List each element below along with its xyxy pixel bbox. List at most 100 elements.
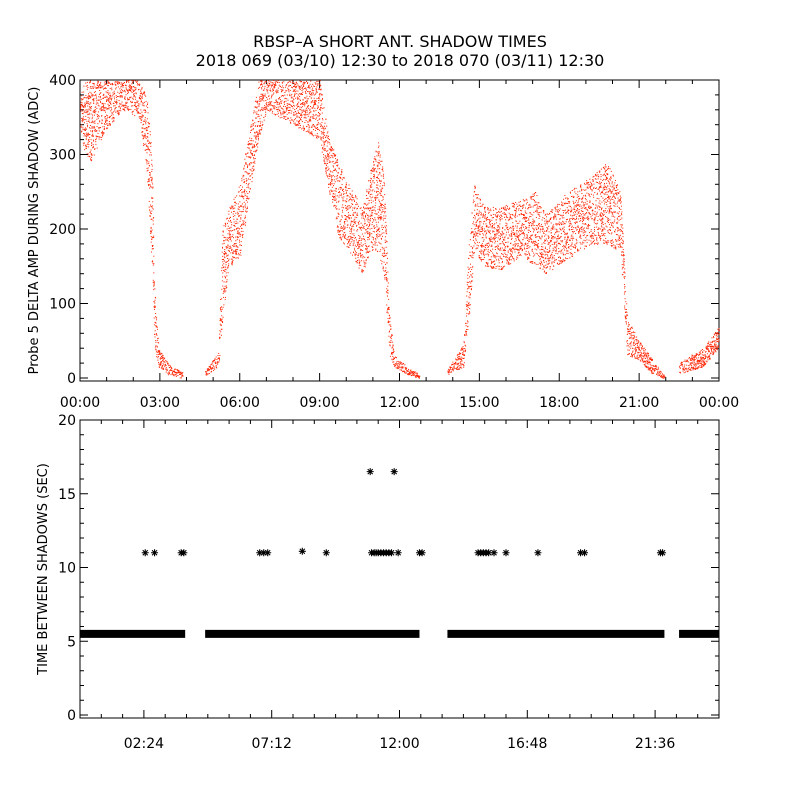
top-data-point — [378, 235, 380, 237]
top-data-point — [408, 372, 410, 374]
top-data-point — [266, 109, 268, 111]
top-data-point — [344, 218, 346, 220]
top-data-point — [274, 86, 276, 88]
top-data-point — [362, 235, 364, 237]
top-data-point — [494, 248, 496, 250]
top-data-point — [470, 231, 472, 233]
top-data-point — [305, 97, 307, 99]
top-data-point — [386, 280, 388, 282]
top-data-point — [288, 85, 290, 87]
top-data-point — [355, 239, 357, 241]
top-data-point — [383, 183, 385, 185]
top-data-point — [232, 215, 234, 217]
top-data-point — [244, 190, 246, 192]
top-data-point — [322, 132, 324, 134]
top-data-point — [476, 241, 478, 243]
top-data-point — [372, 205, 374, 207]
top-data-point — [370, 241, 372, 243]
top-data-point — [241, 211, 243, 213]
top-data-point — [249, 140, 251, 142]
top-data-point — [221, 318, 223, 320]
top-data-point — [401, 362, 403, 364]
top-data-point — [495, 265, 497, 267]
top-data-point — [298, 87, 300, 89]
top-data-point — [305, 109, 307, 111]
top-data-point — [493, 254, 495, 256]
top-data-point — [141, 118, 143, 120]
top-data-point — [351, 195, 353, 197]
top-data-point — [362, 212, 364, 214]
top-data-point — [257, 135, 259, 137]
top-data-point — [484, 230, 486, 232]
top-data-point — [350, 220, 352, 222]
top-data-point — [452, 361, 454, 363]
top-data-point — [510, 250, 512, 252]
top-data-point — [472, 223, 474, 225]
top-data-point — [277, 87, 279, 89]
top-data-point — [222, 246, 224, 248]
top-data-point — [307, 130, 309, 132]
top-data-point — [275, 107, 277, 109]
top-data-point — [489, 226, 491, 228]
top-data-point — [269, 98, 271, 100]
top-data-point — [416, 376, 418, 378]
top-data-point — [164, 364, 166, 366]
top-data-point — [264, 109, 266, 111]
top-data-point — [253, 151, 255, 153]
top-data-point — [100, 101, 102, 103]
top-data-point — [98, 85, 100, 87]
top-data-point — [146, 160, 148, 162]
top-data-point — [385, 254, 387, 256]
top-data-point — [464, 351, 466, 353]
top-data-point — [367, 231, 369, 233]
top-data-point — [489, 259, 491, 261]
top-data-point — [80, 104, 82, 106]
top-data-point — [353, 240, 355, 242]
top-data-point — [504, 229, 506, 231]
top-data-point — [509, 256, 511, 258]
top-data-point — [332, 171, 334, 173]
top-data-point — [358, 223, 360, 225]
top-data-point — [293, 90, 295, 92]
top-data-point — [128, 85, 130, 87]
top-data-point — [504, 206, 506, 208]
top-data-point — [339, 220, 341, 222]
top-data-point — [239, 195, 241, 197]
top-data-point — [291, 82, 293, 84]
top-data-point — [456, 354, 458, 356]
top-data-point — [487, 249, 489, 251]
top-data-point — [411, 375, 413, 377]
top-data-point — [95, 136, 97, 138]
top-data-point — [309, 111, 311, 113]
top-data-point — [259, 130, 261, 132]
top-data-point — [498, 265, 500, 267]
top-data-point — [283, 117, 285, 119]
top-data-point — [228, 236, 230, 238]
top-data-point — [116, 81, 118, 83]
top-data-point — [362, 213, 364, 215]
top-data-point — [87, 86, 89, 88]
top-data-point — [347, 195, 349, 197]
top-data-point — [231, 205, 233, 207]
top-data-point — [260, 114, 262, 116]
top-data-point — [355, 257, 357, 259]
top-data-point — [321, 144, 323, 146]
top-data-point — [476, 205, 478, 207]
top-data-point — [262, 93, 264, 95]
top-data-point — [380, 175, 382, 177]
top-data-point — [155, 351, 157, 353]
top-data-point — [290, 85, 292, 87]
top-data-point — [138, 98, 140, 100]
top-data-point — [377, 174, 379, 176]
top-data-point — [294, 86, 296, 88]
top-data-point — [507, 231, 509, 233]
top-data-point — [148, 161, 150, 163]
top-data-point — [150, 226, 152, 228]
top-data-point — [469, 255, 471, 257]
top-data-point — [229, 206, 231, 208]
top-data-point — [349, 233, 351, 235]
top-data-point — [312, 99, 314, 101]
top-data-point — [169, 367, 171, 369]
top-data-point — [463, 342, 465, 344]
top-data-point — [284, 111, 286, 113]
